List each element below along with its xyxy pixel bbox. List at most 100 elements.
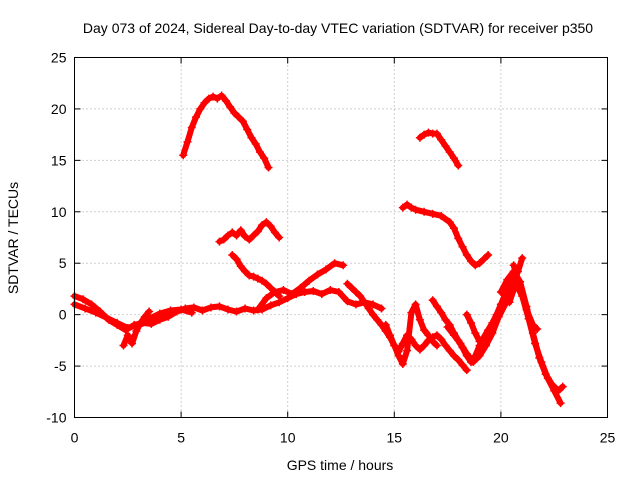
data-point — [183, 137, 192, 146]
data-point — [275, 233, 284, 242]
data-point — [351, 300, 360, 309]
data-point — [479, 255, 488, 264]
data-point — [236, 226, 245, 235]
data-point — [394, 351, 403, 360]
data-point — [266, 283, 275, 292]
data-point — [132, 327, 141, 336]
data-point — [262, 218, 271, 227]
data-point — [258, 221, 267, 230]
data-point — [373, 315, 382, 324]
data-point — [398, 203, 407, 212]
data-point — [245, 271, 254, 280]
data-point — [471, 329, 480, 338]
data-point — [221, 96, 230, 105]
data-series — [70, 91, 567, 408]
data-point — [79, 295, 88, 304]
data-point — [475, 337, 484, 346]
data-point — [437, 308, 446, 317]
data-point — [343, 297, 352, 306]
data-point — [232, 231, 241, 240]
data-point — [449, 154, 458, 163]
data-point — [228, 228, 237, 237]
data-point — [533, 325, 542, 334]
data-point — [300, 288, 309, 297]
data-point — [215, 302, 224, 311]
series-arc-17 — [509, 261, 542, 334]
data-point — [258, 276, 267, 285]
data-point — [347, 283, 356, 292]
data-point — [424, 128, 433, 137]
data-point — [247, 133, 256, 142]
data-point — [432, 331, 441, 340]
data-point — [407, 308, 416, 317]
data-point — [441, 141, 450, 150]
data-point — [424, 331, 433, 340]
data-point — [241, 304, 250, 313]
data-point — [249, 231, 258, 240]
y-tick-label: -10 — [46, 410, 66, 426]
series-arc-4 — [179, 91, 273, 172]
data-point — [428, 296, 437, 305]
data-point — [91, 308, 100, 317]
data-point — [445, 148, 454, 157]
data-point — [484, 250, 493, 259]
y-tick-label: 25 — [51, 50, 67, 66]
data-point — [437, 335, 446, 344]
data-point — [166, 306, 175, 315]
data-point — [437, 211, 446, 220]
data-point — [262, 279, 271, 288]
data-point — [219, 235, 228, 244]
data-point — [251, 139, 260, 148]
data-point — [428, 337, 437, 346]
data-point — [411, 300, 420, 309]
data-point — [232, 307, 241, 316]
data-point — [462, 349, 471, 358]
data-point — [432, 129, 441, 138]
data-point — [241, 267, 250, 276]
data-point — [456, 339, 465, 348]
data-point — [128, 339, 137, 348]
data-point — [119, 341, 128, 350]
data-point — [253, 305, 262, 314]
data-point — [445, 346, 454, 355]
data-point — [398, 360, 407, 369]
series-arc-9 — [381, 300, 441, 369]
data-point — [232, 255, 241, 264]
data-point — [136, 318, 145, 327]
chart-title: Day 073 of 2024, Sidereal Day-to-day VTE… — [83, 20, 593, 36]
series-trace — [229, 252, 283, 300]
data-point — [420, 207, 429, 216]
data-point — [102, 313, 111, 322]
data-point — [287, 290, 296, 299]
data-point — [200, 98, 209, 107]
data-point — [255, 148, 264, 157]
data-point — [467, 318, 476, 327]
axis-ticks: 0 5 10 15 20 25 -10 -5 0 5 10 15 20 25 — [46, 50, 615, 446]
data-point — [236, 262, 245, 271]
data-point — [550, 386, 559, 395]
data-point — [243, 125, 252, 134]
x-tick-label: 20 — [493, 430, 509, 446]
data-point — [458, 361, 467, 370]
series-arc-5 — [215, 218, 284, 246]
data-point — [556, 399, 565, 408]
data-point — [428, 209, 437, 218]
data-point — [179, 151, 188, 160]
data-point — [155, 309, 164, 318]
data-point — [390, 341, 399, 350]
data-point — [309, 286, 318, 295]
data-point — [322, 265, 331, 274]
plot-frame — [74, 57, 608, 418]
data-point — [230, 109, 239, 118]
data-point — [209, 92, 218, 101]
series-arc-14 — [462, 300, 505, 350]
data-point — [443, 322, 452, 331]
data-point — [454, 161, 463, 170]
x-axis-label: GPS time / hours — [287, 457, 394, 473]
data-point — [475, 351, 484, 360]
x-tick-label: 25 — [600, 430, 616, 446]
data-point — [198, 306, 207, 315]
series-arc-7 — [253, 259, 348, 314]
data-point — [296, 283, 305, 292]
data-point — [217, 91, 226, 100]
